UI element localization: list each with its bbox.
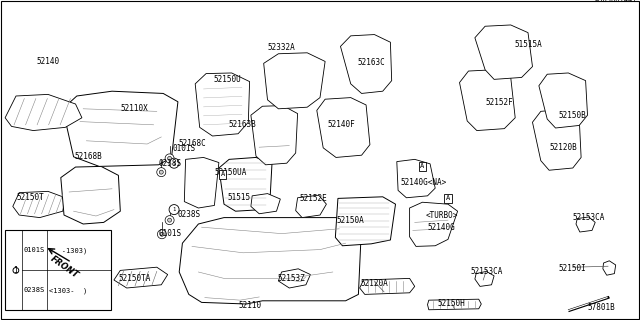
- Polygon shape: [278, 269, 310, 288]
- Polygon shape: [603, 261, 616, 275]
- Text: 52150U: 52150U: [213, 76, 241, 84]
- Text: 52168B: 52168B: [74, 152, 102, 161]
- Text: A: A: [446, 196, 450, 201]
- Text: 52163C: 52163C: [357, 58, 385, 67]
- Polygon shape: [13, 191, 65, 218]
- Text: 52110: 52110: [238, 301, 261, 310]
- Text: 52150A: 52150A: [337, 216, 365, 225]
- Polygon shape: [184, 157, 219, 208]
- Text: A505001441: A505001441: [595, 0, 637, 3]
- Text: 52153CA: 52153CA: [470, 268, 502, 276]
- Polygon shape: [251, 106, 298, 165]
- Polygon shape: [219, 157, 272, 211]
- Text: 0101S: 0101S: [173, 144, 196, 153]
- Text: 52152F: 52152F: [485, 98, 513, 107]
- Polygon shape: [460, 70, 515, 131]
- Circle shape: [169, 204, 179, 215]
- Circle shape: [169, 158, 179, 168]
- Text: 52153CA: 52153CA: [573, 213, 605, 222]
- Text: 52120B: 52120B: [549, 143, 577, 152]
- Polygon shape: [114, 267, 168, 288]
- Circle shape: [13, 268, 19, 273]
- Text: 0238S: 0238S: [24, 287, 45, 293]
- Text: 51515: 51515: [227, 193, 250, 202]
- Polygon shape: [296, 195, 326, 218]
- Text: 1: 1: [13, 266, 18, 275]
- Text: 52110X: 52110X: [120, 104, 148, 113]
- Text: A: A: [221, 172, 225, 177]
- Text: 0238S: 0238S: [159, 159, 182, 168]
- Text: A: A: [420, 164, 424, 169]
- Polygon shape: [410, 202, 458, 246]
- Polygon shape: [63, 91, 178, 166]
- Polygon shape: [397, 159, 435, 198]
- Circle shape: [157, 168, 166, 177]
- Text: 52150H: 52150H: [437, 300, 465, 308]
- Text: <  -1303): < -1303): [49, 247, 88, 254]
- Text: 52140: 52140: [36, 57, 60, 66]
- Text: 52163B: 52163B: [228, 120, 256, 129]
- Text: 52153Z: 52153Z: [277, 274, 305, 283]
- Text: 0101S: 0101S: [159, 229, 182, 238]
- Text: 52140G<NA>: 52140G<NA>: [401, 178, 447, 187]
- Circle shape: [165, 154, 174, 163]
- Polygon shape: [532, 109, 581, 170]
- Polygon shape: [360, 278, 415, 294]
- Circle shape: [165, 216, 174, 225]
- Text: 57801B: 57801B: [588, 303, 616, 312]
- Text: 0101S: 0101S: [24, 247, 45, 253]
- Text: 52120A: 52120A: [360, 279, 388, 288]
- Polygon shape: [195, 73, 250, 136]
- Text: 1: 1: [172, 161, 176, 166]
- Polygon shape: [317, 98, 370, 157]
- Text: 52152E: 52152E: [300, 194, 328, 203]
- Text: 52332A: 52332A: [268, 43, 296, 52]
- Polygon shape: [539, 73, 588, 128]
- Text: 52150B: 52150B: [559, 111, 587, 120]
- Text: 52168C: 52168C: [178, 139, 206, 148]
- Polygon shape: [5, 94, 82, 131]
- Text: 1: 1: [172, 207, 176, 212]
- Text: FRONT: FRONT: [48, 254, 80, 280]
- Text: 52150UA: 52150UA: [214, 168, 246, 177]
- Circle shape: [157, 230, 166, 239]
- Polygon shape: [179, 218, 362, 304]
- Polygon shape: [61, 166, 120, 224]
- Text: 51515A: 51515A: [514, 40, 542, 49]
- Circle shape: [159, 170, 163, 174]
- Bar: [5, 230, 111, 310]
- Text: <TURBO>: <TURBO>: [426, 211, 458, 220]
- Text: 52150I: 52150I: [559, 264, 587, 273]
- Text: 52140F: 52140F: [328, 120, 356, 129]
- Polygon shape: [576, 217, 595, 232]
- Polygon shape: [428, 299, 481, 310]
- Polygon shape: [335, 197, 396, 246]
- Polygon shape: [340, 35, 392, 93]
- Polygon shape: [251, 194, 280, 214]
- Text: 52150T: 52150T: [16, 193, 44, 202]
- Text: 0238S: 0238S: [178, 210, 201, 219]
- Text: <1303-  ): <1303- ): [49, 287, 88, 294]
- Circle shape: [168, 218, 172, 222]
- Text: 52140G: 52140G: [428, 223, 456, 232]
- Polygon shape: [475, 271, 494, 286]
- Polygon shape: [264, 53, 325, 109]
- Circle shape: [160, 232, 164, 236]
- Polygon shape: [475, 25, 532, 79]
- Text: 52150TA: 52150TA: [118, 274, 150, 283]
- Circle shape: [168, 156, 172, 160]
